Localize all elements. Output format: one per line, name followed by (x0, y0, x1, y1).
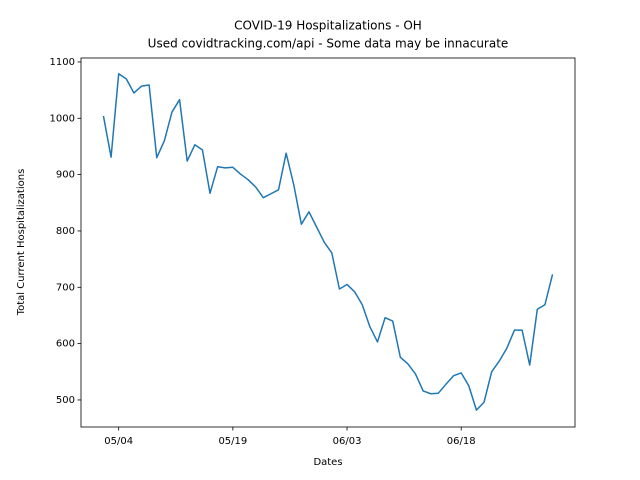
x-tick-label: 06/18 (447, 436, 476, 447)
y-tick-label: 1000 (50, 113, 75, 124)
x-tick-label: 06/03 (333, 436, 362, 447)
y-axis-label: Total Current Hospitalizations (16, 169, 27, 317)
x-tick-label: 05/04 (104, 436, 133, 447)
plot-frame (80, 57, 576, 428)
chart-subtitle: Used covidtracking.com/api - Some data m… (148, 37, 509, 51)
x-tick-label: 05/19 (218, 436, 247, 447)
y-tick-label: 700 (56, 282, 75, 293)
data-line (102, 73, 554, 411)
y-tick-label: 600 (56, 339, 75, 350)
y-tick-label: 800 (56, 226, 75, 237)
chart-title: COVID-19 Hospitalizations - OH (234, 19, 422, 33)
x-axis-label: Dates (313, 457, 342, 468)
y-tick-label: 900 (56, 170, 75, 181)
y-tick-label: 1100 (50, 57, 75, 68)
y-tick-label: 500 (56, 395, 75, 406)
